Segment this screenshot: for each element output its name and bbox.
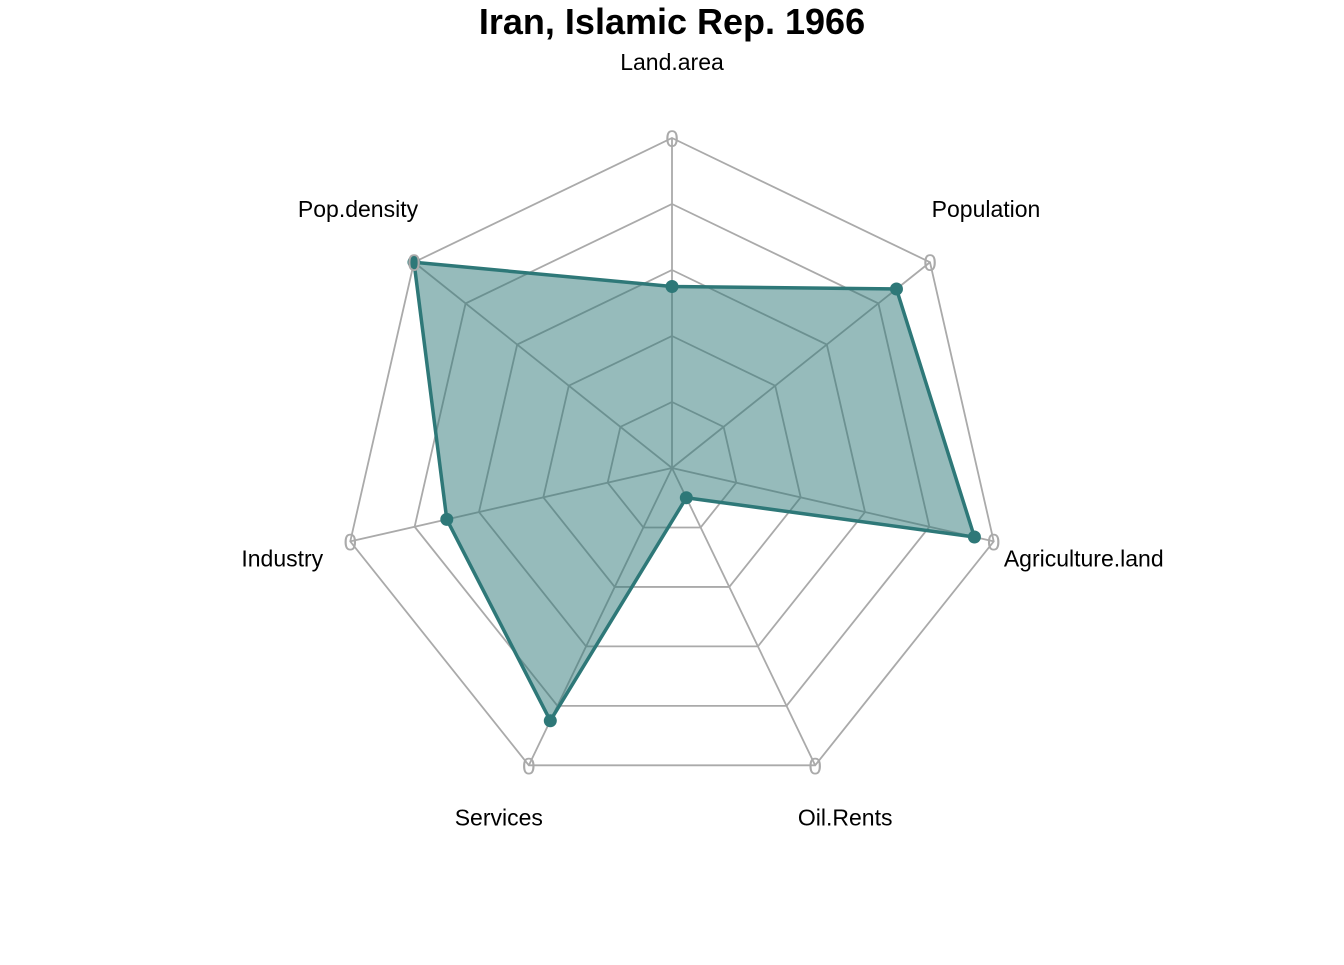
axis-label-Agriculture.land: Agriculture.land	[1004, 545, 1164, 571]
labels-layer: 0 0 0 0 0 0 0 Land.area Population Agriculture.la…	[241, 49, 1163, 830]
axis-label-Industry: Industry	[241, 545, 323, 571]
data-point-Services	[543, 714, 557, 728]
axis-label-Population: Population	[932, 196, 1041, 222]
axis-label-Land.area: Land.area	[620, 49, 724, 75]
data-point-Oil.Rents	[679, 491, 693, 505]
axis-label-Oil.Rents: Oil.Rents	[798, 804, 893, 830]
ring-label-Agriculture.land: 0	[987, 529, 1000, 556]
axis-label-Pop.density: Pop.density	[298, 196, 419, 222]
chart-title: Iran, Islamic Rep. 1966	[478, 1, 866, 42]
ring-label-Industry: 0	[344, 529, 357, 556]
ring-label-Services: 0	[522, 753, 535, 780]
ring-label-Oil.Rents: 0	[809, 753, 822, 780]
ring-label-Population: 0	[923, 250, 936, 277]
axis-label-Services: Services	[455, 804, 543, 830]
data-point-Land.area	[665, 280, 679, 293]
ring-label-Pop.density: 0	[407, 250, 420, 277]
data-point-Agriculture.land	[967, 530, 981, 544]
data-point-Population	[889, 282, 903, 296]
ring-label-Land.area: 0	[665, 126, 678, 153]
series-layer	[407, 255, 981, 728]
data-point-Pop.density	[407, 255, 421, 269]
grid-ring-5	[349, 137, 995, 767]
series-area	[412, 260, 977, 723]
data-point-Industry	[440, 512, 454, 526]
spoke-Oil.Rents	[671, 467, 816, 766]
